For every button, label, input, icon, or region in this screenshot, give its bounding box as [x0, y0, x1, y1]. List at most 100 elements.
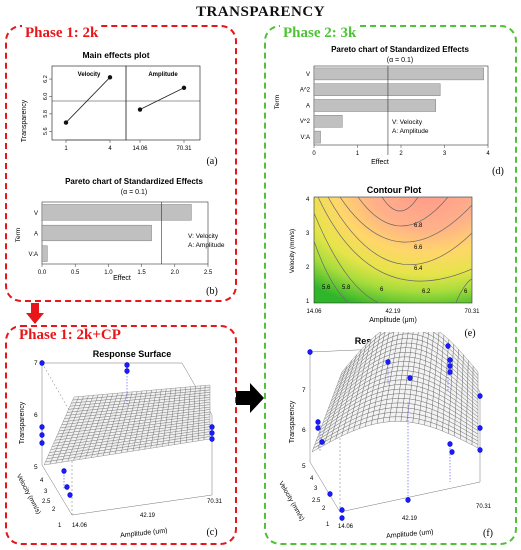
surface-cell: [391, 398, 399, 404]
red-down-arrow: [26, 303, 44, 324]
surface-cell: [396, 407, 404, 413]
phase2-label: Phase 2: 3k: [280, 25, 360, 42]
pareto1-legend-v: V: Velocity: [188, 233, 219, 240]
surface-cell: [396, 402, 404, 408]
pareto-xtick-label: 1.0: [104, 270, 113, 276]
contour-level-66: 6.6: [414, 245, 423, 251]
surface-cell: [405, 342, 412, 349]
surface-cell: [391, 402, 398, 409]
surface-data-point: [124, 362, 130, 368]
pareto-xtick-label: 0.5: [71, 270, 80, 276]
surface-data-point: [315, 425, 321, 431]
pareto1-ylabel: Term: [15, 228, 22, 242]
surface-cell: [406, 338, 413, 344]
panel-letter-e: (e): [464, 328, 475, 339]
surface-cell: [401, 338, 408, 344]
phase1cp-panel: [5, 325, 237, 545]
surface-cell: [398, 356, 405, 362]
phase1-label: Phase 1: 2k: [22, 25, 102, 42]
contour-ytick-4: 4: [306, 197, 310, 203]
pareto-category-label: V: [34, 211, 38, 217]
contour-level-68: 6.8: [414, 223, 423, 229]
pareto-xtick-label: 1: [356, 151, 360, 157]
rs1-xtick-2: 42.19: [140, 513, 156, 519]
surface-cell: [400, 416, 408, 423]
surface-cell: [388, 416, 396, 422]
surface-data-point: [209, 436, 215, 442]
surface-data-point: [447, 357, 453, 363]
pareto-xtick-label: 2.5: [204, 270, 213, 276]
contour-level-62: 6.2: [422, 289, 431, 295]
contour-xtick-1: 14.06: [306, 309, 322, 315]
surface-data-point: [61, 468, 67, 474]
surface-cell: [405, 379, 413, 386]
main-effects-ytick-label: 5.8: [43, 110, 49, 118]
surface-data-point: [385, 359, 391, 365]
pareto2-ylabel: Term: [274, 95, 281, 109]
surface-cell: [394, 379, 402, 386]
surface-cell: [404, 389, 412, 395]
rs2-ytick-4: 4: [310, 476, 314, 482]
pareto-xtick-label: 0.0: [38, 270, 47, 276]
black-right-arrow: [236, 383, 264, 413]
main-effects-line: [65, 77, 111, 123]
rs2-xtick-2: 42.19: [402, 516, 418, 522]
pareto-xtick-label: 3: [443, 151, 447, 157]
response-surface-phase2: Response Surface Transparency 7 6 5 Velo…: [277, 332, 493, 540]
surface-data-point: [39, 440, 45, 446]
surface-data-point: [447, 441, 453, 447]
pareto-bar: [313, 99, 437, 112]
surface-cell: [471, 441, 479, 449]
rs1-title: Response Surface: [93, 349, 172, 359]
contour-plot: Contour Plot 6.8 6.6 6.4 6.2 6 5.8 5.6 6…: [289, 185, 480, 339]
response-surface-phase1: Response Surface Transparency 5 6 7 Velo…: [15, 349, 223, 539]
surface-cell: [390, 407, 398, 413]
surface-cell: [399, 352, 406, 358]
surface-cell: [402, 361, 410, 367]
amplitude-panel-frame: [125, 65, 201, 141]
pareto-bar: [313, 67, 484, 81]
panel-letter-d: (d): [492, 166, 504, 177]
surface-data-point: [319, 439, 325, 445]
surface-data-point: [477, 447, 483, 453]
surface-cell: [408, 356, 416, 363]
surface-data-point: [449, 449, 455, 455]
main-effects-point: [63, 120, 69, 125]
surface-cell: [401, 370, 409, 376]
contour-ylabel: Velocity (mm/s): [289, 229, 296, 273]
rs1-xtick-3: 70.31: [207, 499, 223, 505]
surface-cell: [395, 412, 403, 418]
contour-field: [313, 196, 473, 304]
rs2-ytick-25: 2.5: [312, 498, 321, 504]
surface-data-point: [339, 507, 345, 513]
rs2-ztick-7: 7: [302, 387, 306, 394]
surface-data-point: [64, 484, 70, 490]
pareto1-alpha: (α = 0.1): [121, 189, 147, 196]
surface-data-point: [209, 424, 215, 430]
pareto2-alpha: (α = 0.1): [387, 57, 413, 64]
pareto1-xlabel: Effect: [113, 275, 131, 282]
contour-level-56: 5.6: [322, 285, 331, 291]
surface-cell: [408, 361, 415, 368]
phase2-panel: [264, 25, 517, 545]
main-effects-plot: Main effects plot Transparency Velocity …: [21, 50, 218, 167]
rs2-xtick-3: 70.31: [476, 504, 492, 510]
rs1-ytick-25: 2.5: [42, 499, 51, 505]
rs1-ztick-5: 5: [34, 464, 38, 471]
surface-data-point: [209, 430, 215, 436]
rs2-ztick-5: 5: [302, 463, 306, 470]
surface-data-point: [445, 343, 451, 349]
surface-cell: [396, 370, 403, 376]
pareto-chart-phase1: Pareto chart of Standardized Effects (α …: [15, 177, 225, 297]
surface-cell: [397, 361, 405, 367]
main-effects-point: [137, 107, 143, 112]
surface-cell: [389, 411, 397, 418]
contour-level-64: 6.4: [414, 266, 423, 272]
panel-letter-c: (c): [206, 527, 217, 538]
rs2-ztick-6: 6: [302, 427, 306, 434]
pareto-category-label: V: [306, 72, 310, 78]
surface-cell: [399, 384, 407, 390]
rs1-ytick-4: 4: [40, 478, 44, 484]
rs2-zlabel: Transparency: [289, 400, 296, 443]
rs1-ztick-6: 6: [34, 412, 38, 419]
